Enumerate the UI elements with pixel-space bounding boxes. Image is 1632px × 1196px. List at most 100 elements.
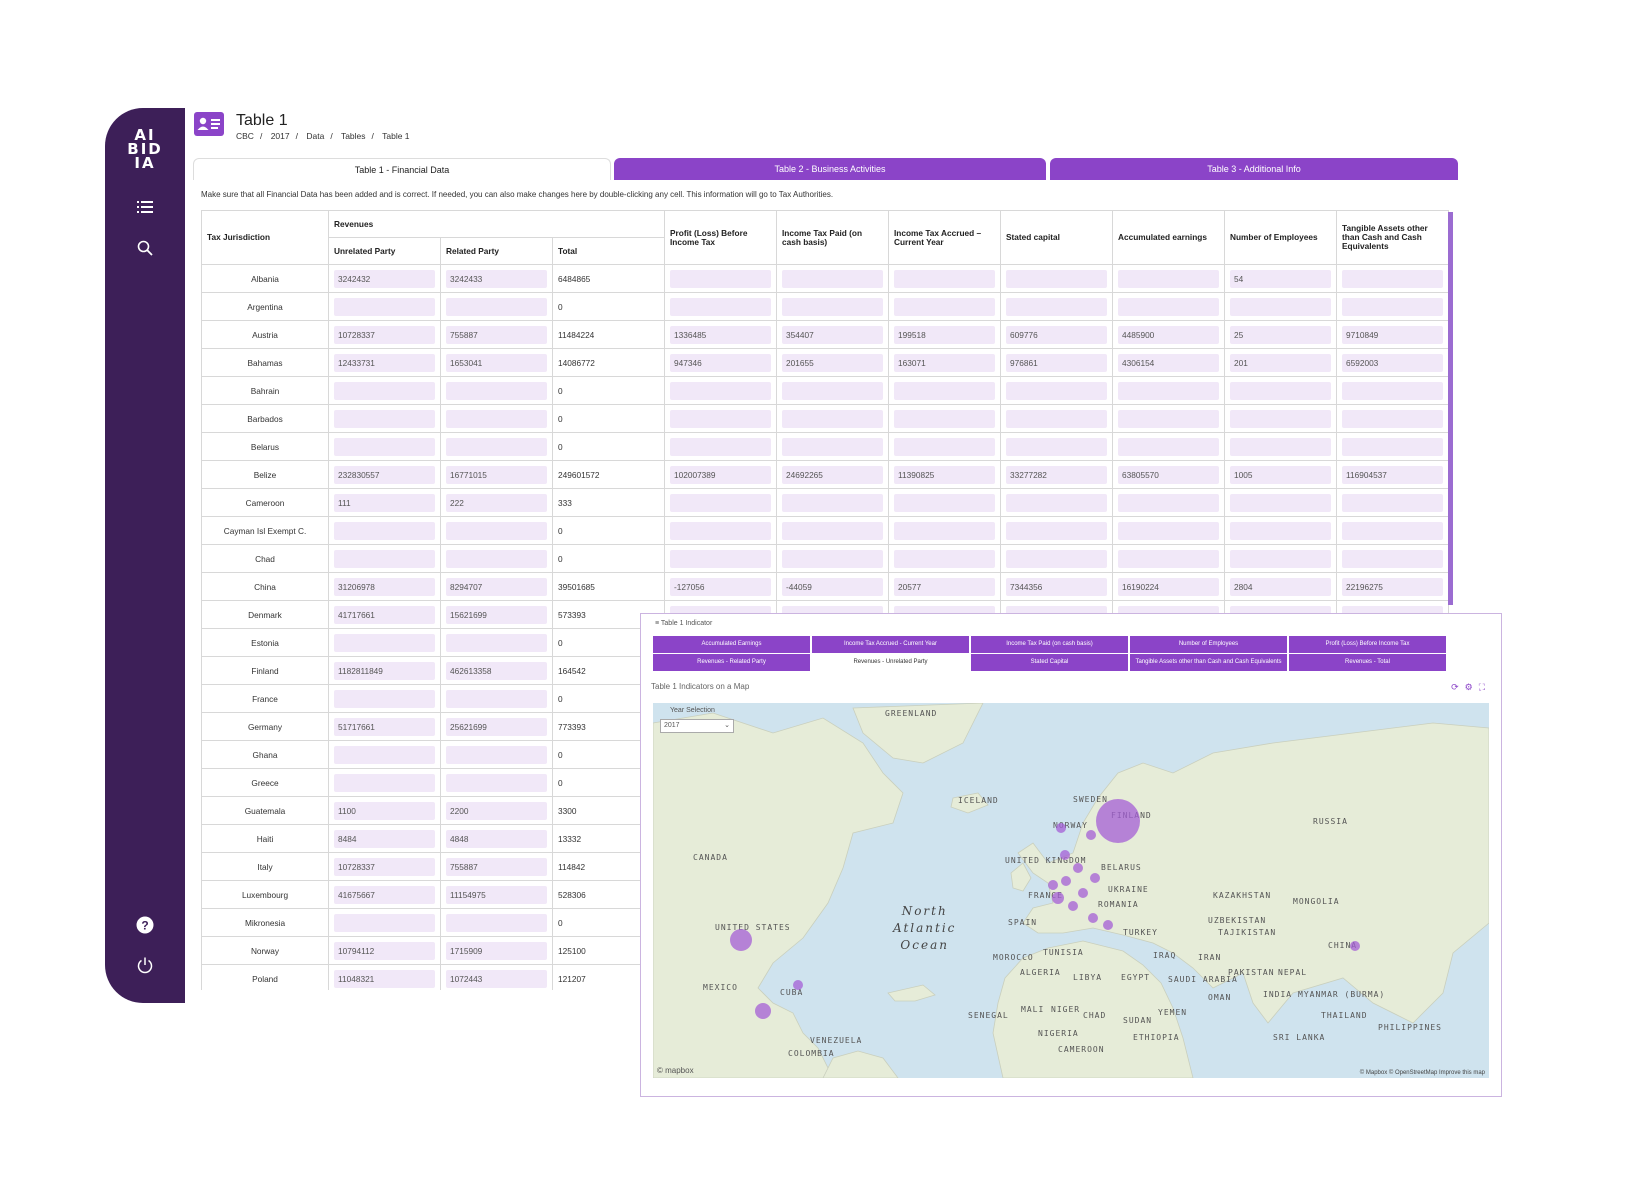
breadcrumb-item[interactable]: Data [306, 131, 325, 141]
cell-value[interactable] [334, 773, 435, 792]
cell-value[interactable] [1230, 381, 1331, 400]
cell-value[interactable]: 116904537 [1342, 465, 1443, 484]
cell-value[interactable] [894, 493, 995, 512]
cell-value[interactable]: 232830557 [334, 465, 435, 484]
editable-cell[interactable]: 232830557 [328, 460, 441, 489]
editable-cell[interactable] [328, 432, 441, 461]
cell-value[interactable] [894, 409, 995, 428]
table-scrollbar[interactable] [1448, 212, 1453, 605]
editable-cell[interactable] [664, 264, 777, 293]
editable-cell[interactable] [1224, 404, 1337, 433]
cell-value[interactable] [334, 633, 435, 652]
editable-cell[interactable] [328, 292, 441, 321]
editable-cell[interactable]: 25 [1224, 320, 1337, 349]
editable-cell[interactable] [1000, 404, 1113, 433]
editable-cell[interactable]: 3242432 [328, 264, 441, 293]
editable-cell[interactable]: 4485900 [1112, 320, 1225, 349]
cell-value[interactable] [446, 437, 547, 456]
editable-cell[interactable] [888, 516, 1001, 545]
editable-cell[interactable] [328, 516, 441, 545]
editable-cell[interactable] [440, 376, 553, 405]
cell-value[interactable]: 54 [1230, 269, 1331, 288]
editable-cell[interactable] [440, 292, 553, 321]
cell-value[interactable] [334, 745, 435, 764]
editable-cell[interactable] [888, 376, 1001, 405]
cell-value[interactable]: 2200 [446, 801, 547, 820]
editable-cell[interactable] [1000, 292, 1113, 321]
cell-value[interactable] [1118, 409, 1219, 428]
cell-value[interactable]: 31206978 [334, 577, 435, 596]
cell-value[interactable] [446, 521, 547, 540]
editable-cell[interactable] [328, 376, 441, 405]
indicator-button[interactable]: Accumulated Earnings [653, 636, 810, 653]
cell-value[interactable]: 609776 [1006, 325, 1107, 344]
cell-value[interactable] [782, 297, 883, 316]
editable-cell[interactable]: -127056 [664, 572, 777, 601]
editable-cell[interactable]: 11154975 [440, 880, 553, 909]
cell-value[interactable] [1118, 521, 1219, 540]
cell-value[interactable]: 201655 [782, 353, 883, 372]
editable-cell[interactable] [1112, 488, 1225, 517]
cell-value[interactable]: 11154975 [446, 885, 547, 904]
editable-cell[interactable]: 1072443 [440, 964, 553, 990]
indicator-button[interactable]: Revenues - Total [1289, 654, 1446, 671]
cell-value[interactable]: 16771015 [446, 465, 547, 484]
cell-value[interactable] [1006, 269, 1107, 288]
editable-cell[interactable] [328, 544, 441, 573]
cell-value[interactable]: 1182811849 [334, 661, 435, 680]
editable-cell[interactable]: 163071 [888, 348, 1001, 377]
cell-value[interactable] [782, 269, 883, 288]
editable-cell[interactable]: 1336485 [664, 320, 777, 349]
cell-value[interactable]: 163071 [894, 353, 995, 372]
cell-value[interactable] [446, 633, 547, 652]
cell-value[interactable] [1006, 493, 1107, 512]
cell-value[interactable] [1230, 493, 1331, 512]
editable-cell[interactable]: 33277282 [1000, 460, 1113, 489]
indicator-button[interactable]: Profit (Loss) Before Income Tax [1289, 636, 1446, 653]
editable-cell[interactable]: 9710849 [1336, 320, 1449, 349]
cell-value[interactable] [334, 297, 435, 316]
editable-cell[interactable] [1224, 292, 1337, 321]
tab-business-activities[interactable]: Table 2 - Business Activities [614, 158, 1046, 180]
cell-value[interactable]: 16190224 [1118, 577, 1219, 596]
editable-cell[interactable] [776, 376, 889, 405]
editable-cell[interactable]: 3242433 [440, 264, 553, 293]
cell-value[interactable] [1342, 269, 1443, 288]
cell-value[interactable]: 24692265 [782, 465, 883, 484]
editable-cell[interactable] [440, 684, 553, 713]
editable-cell[interactable] [1224, 516, 1337, 545]
cell-value[interactable] [1006, 381, 1107, 400]
cell-value[interactable] [1006, 409, 1107, 428]
cell-value[interactable] [894, 437, 995, 456]
editable-cell[interactable]: 6592003 [1336, 348, 1449, 377]
cell-value[interactable] [334, 409, 435, 428]
cell-value[interactable]: 1100 [334, 801, 435, 820]
cell-value[interactable] [1118, 437, 1219, 456]
cell-value[interactable] [1230, 521, 1331, 540]
cell-value[interactable]: 199518 [894, 325, 995, 344]
editable-cell[interactable] [664, 432, 777, 461]
cell-value[interactable] [894, 549, 995, 568]
editable-cell[interactable] [1112, 264, 1225, 293]
editable-cell[interactable] [776, 432, 889, 461]
editable-cell[interactable]: 354407 [776, 320, 889, 349]
cell-value[interactable]: 6592003 [1342, 353, 1443, 372]
cell-value[interactable]: 25 [1230, 325, 1331, 344]
cell-value[interactable]: 2804 [1230, 577, 1331, 596]
cell-value[interactable] [1342, 381, 1443, 400]
editable-cell[interactable]: 10728337 [328, 320, 441, 349]
cell-value[interactable]: 755887 [446, 325, 547, 344]
cell-value[interactable]: 20577 [894, 577, 995, 596]
cell-value[interactable]: 1005 [1230, 465, 1331, 484]
cell-value[interactable] [894, 381, 995, 400]
editable-cell[interactable] [888, 432, 1001, 461]
cell-value[interactable]: 51717661 [334, 717, 435, 736]
editable-cell[interactable] [664, 516, 777, 545]
editable-cell[interactable] [1224, 376, 1337, 405]
cell-value[interactable] [1230, 297, 1331, 316]
editable-cell[interactable] [440, 516, 553, 545]
editable-cell[interactable]: 20577 [888, 572, 1001, 601]
cell-value[interactable] [334, 521, 435, 540]
editable-cell[interactable]: 1653041 [440, 348, 553, 377]
breadcrumb-item[interactable]: Tables [340, 131, 366, 141]
